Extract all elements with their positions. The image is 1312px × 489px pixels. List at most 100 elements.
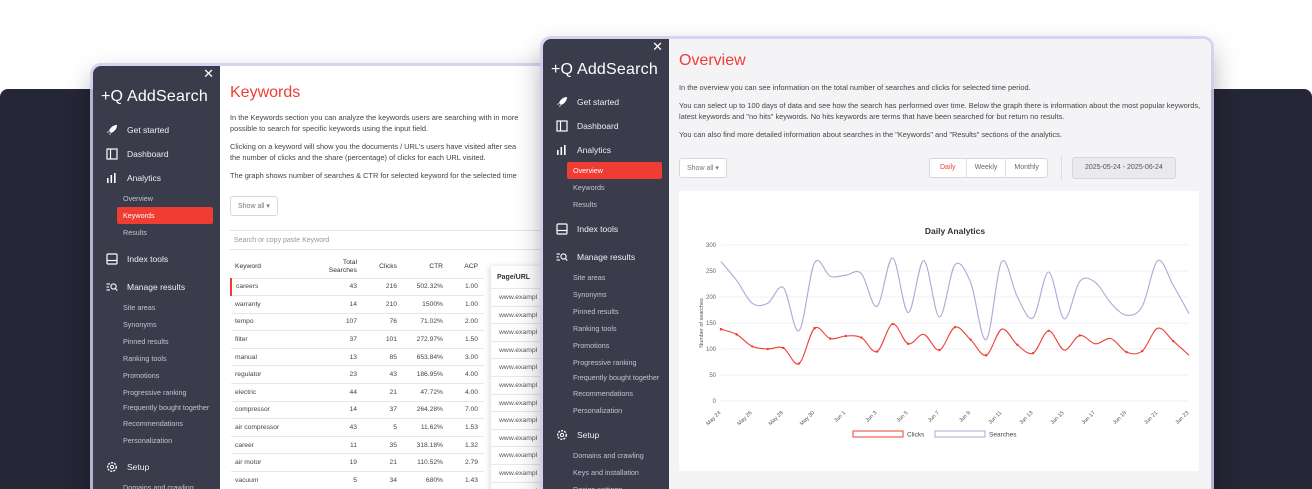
table-row[interactable]: filter 37 101 272.97% 1.50 (231, 330, 484, 349)
sidebar-subitem-recommendations[interactable]: Recommendations (123, 419, 183, 428)
y-tick-label: 250 (706, 269, 717, 275)
sidebar-subitem-keywords[interactable]: Keywords (117, 207, 213, 224)
keyword-search-input[interactable]: Search or copy paste Keyword (230, 230, 543, 250)
sidebar-subitem-personalization[interactable]: Personalization (123, 436, 173, 445)
sidebar-subitem-pinned-results[interactable]: Pinned results (573, 307, 619, 316)
sidebar-subitem-ranking-tools[interactable]: Ranking tools (573, 324, 617, 333)
x-tick-label: Jun 7 (927, 410, 941, 424)
cell-keyword: compressor (231, 400, 315, 419)
sidebar-item-index-tools[interactable]: Index tools (543, 217, 669, 241)
page-url-row[interactable]: www.exampl (491, 288, 571, 306)
data-point-clicks (938, 348, 941, 352)
page-url-list: www.exampl www.exampl www.exampl www.exampl… (491, 288, 571, 489)
sidebar-subitem-design-settings[interactable]: Design settings (543, 481, 669, 489)
logo[interactable]: +Q AddSearch (101, 88, 208, 105)
table-row[interactable]: air compressor 43 5 11.62% 1.53 (231, 418, 484, 437)
sidebar-item-analytics[interactable]: Analytics (543, 138, 669, 162)
data-point-clicks (782, 346, 785, 350)
x-tick-label: Jun 13 (1018, 410, 1034, 426)
dashboard-icon (105, 147, 119, 161)
sidebar-item-setup[interactable]: Setup (543, 423, 669, 447)
page-url-row[interactable]: www.exampl (491, 393, 571, 412)
logo[interactable]: +Q AddSearch (551, 61, 658, 78)
sidebar-subitem-site-areas[interactable]: Site areas (123, 303, 156, 312)
data-point-clicks (891, 322, 894, 326)
sidebar-subitem-overview[interactable]: Overview (567, 162, 662, 179)
page-url-row[interactable]: www.exampl (491, 411, 571, 429)
table-row[interactable]: electric 44 21 47.72% 4.00 (231, 383, 484, 402)
sidebar-subitem-progressive-ranking[interactable]: Progressive ranking (573, 358, 637, 367)
close-icon[interactable]: ✕ (652, 40, 663, 55)
sidebar-subitem-domains-and-crawling[interactable]: Domains and crawling (573, 451, 644, 460)
series-line-searches (720, 257, 1190, 341)
sidebar-subitem-frequently-bought-together[interactable]: Frequently bought together (573, 373, 660, 382)
sidebar-subitem-synonyms[interactable]: Synonyms (123, 320, 157, 329)
page-url-row[interactable]: www.exampl (491, 446, 571, 464)
sidebar-subitem-results[interactable]: Results (573, 200, 597, 209)
column-header-total-searches[interactable]: Total Searches (315, 256, 363, 278)
sidebar-subitem-results[interactable]: Results (123, 228, 147, 237)
sidebar-subitem-pinned-results[interactable]: Pinned results (123, 337, 169, 346)
sidebar-subitem-synonyms[interactable]: Synonyms (573, 290, 607, 299)
cell-keyword: air compressor (231, 418, 315, 437)
cell-keyword: career (231, 435, 315, 454)
table-row[interactable]: manual 13 85 653.84% 3.00 (231, 347, 484, 366)
sidebar-subitem-personalization[interactable]: Personalization (573, 406, 623, 415)
period-daily-button[interactable]: Daily (940, 164, 956, 171)
period-weekly-button[interactable]: Weekly (965, 159, 1006, 177)
table-row[interactable]: compressor 14 37 264.28% 7.00 (231, 400, 484, 419)
table-row[interactable]: air motor 19 21 110.52% 2.79 (231, 453, 484, 472)
column-header-ctr[interactable]: CTR (429, 262, 443, 270)
sidebar-item-setup[interactable]: Setup (93, 455, 220, 479)
cell-clicks: 210 (363, 295, 403, 314)
column-header-keyword[interactable]: Keyword (235, 262, 262, 270)
table-row[interactable]: career 11 35 318.18% 1.32 (231, 435, 484, 454)
sidebar-item-dashboard[interactable]: Dashboard (543, 114, 669, 138)
legend-label-clicks: Clicks (907, 432, 925, 439)
page-url-row[interactable]: www.exampl (491, 375, 571, 394)
sidebar-subitem-ranking-tools[interactable]: Ranking tools (123, 354, 167, 363)
column-header-acp[interactable]: ACP (464, 262, 478, 270)
cell-keyword: tempo (231, 312, 315, 331)
data-point-clicks (953, 325, 957, 329)
table-row[interactable]: regulator 23 43 186.95% 4.00 (231, 365, 484, 384)
sidebar-item-label: Setup (577, 430, 600, 440)
sidebar-item-manage-results[interactable]: Manage results (93, 275, 220, 299)
page-url-row[interactable]: www.exampl (491, 358, 571, 376)
sidebar-item-manage-results[interactable]: Manage results (543, 245, 669, 269)
page-url-row[interactable]: www.exampl (491, 340, 571, 359)
sidebar-item-index-tools[interactable]: Index tools (93, 247, 220, 271)
sidebar-subitem-frequently-bought-together[interactable]: Frequently bought together (123, 403, 210, 412)
sidebar-item-get-started[interactable]: Get started (93, 118, 220, 142)
page-url-row[interactable]: www.exampl (491, 463, 571, 482)
sidebar-item-get-started[interactable]: Get started (543, 90, 669, 114)
sidebar-subitem-progressive-ranking[interactable]: Progressive ranking (123, 388, 187, 397)
sidebar-item-dashboard[interactable]: Dashboard (93, 142, 220, 166)
show-all-dropdown[interactable]: Show all ▾ (230, 196, 278, 216)
sidebar-item-analytics[interactable]: Analytics (93, 166, 220, 190)
period-monthly-button[interactable]: Monthly (1005, 159, 1047, 177)
x-tick-label: Jun 21 (1143, 410, 1159, 426)
intro-paragraph: You can also find more detailed informat… (679, 130, 1062, 139)
table-row[interactable]: vacuum 5 34 680% 1.43 (231, 471, 484, 489)
date-range-picker[interactable]: 2025-05-24 - 2025-06-24 (1072, 157, 1176, 179)
page-url-row[interactable]: www.exampl (491, 305, 571, 324)
sidebar-subitem-promotions[interactable]: Promotions (573, 341, 610, 350)
sidebar-subitem-overview[interactable]: Overview (123, 194, 153, 203)
sidebar-subitem-recommendations[interactable]: Recommendations (573, 389, 633, 398)
sidebar-subitem-site-areas[interactable]: Site areas (573, 273, 606, 282)
column-header-clicks[interactable]: Clicks (379, 262, 397, 270)
show-all-dropdown[interactable]: Show all ▾ (679, 158, 727, 178)
page-url-row[interactable]: www.exampl (491, 481, 571, 489)
sidebar-subitem-promotions[interactable]: Promotions (123, 371, 160, 380)
table-row[interactable]: careers 43 216 502.32% 1.00 (230, 277, 484, 296)
sidebar-subitem-domains-and-crawling[interactable]: Domains and crawling (123, 483, 194, 489)
close-icon[interactable]: ✕ (203, 67, 214, 82)
x-tick-label: May 30 (799, 410, 816, 427)
sidebar-subitem-keys-and-installation[interactable]: Keys and installation (573, 468, 639, 477)
page-url-row[interactable]: www.exampl (491, 323, 571, 341)
table-row[interactable]: warranty 14 210 1500% 1.00 (231, 295, 484, 314)
sidebar-subitem-keywords[interactable]: Keywords (573, 183, 605, 192)
table-row[interactable]: tempo 107 76 71.02% 2.00 (231, 312, 484, 331)
page-url-row[interactable]: www.exampl (491, 428, 571, 447)
